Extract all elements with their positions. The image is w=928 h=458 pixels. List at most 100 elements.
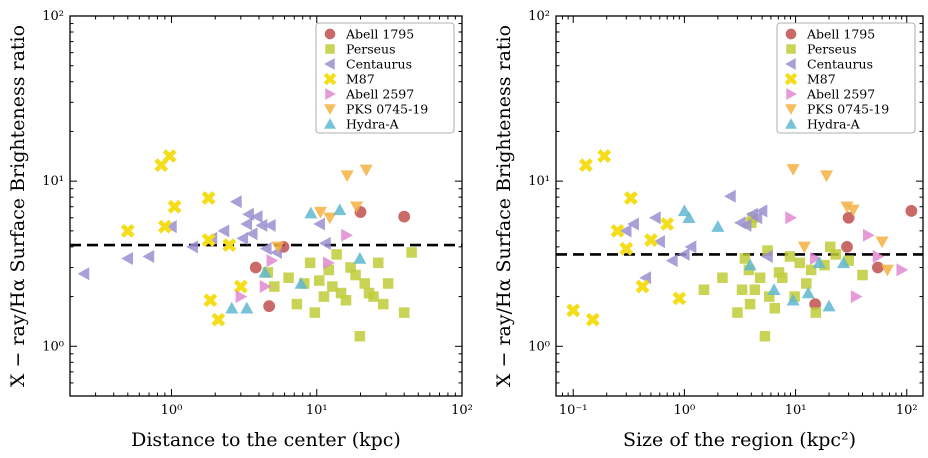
data-point <box>744 298 756 310</box>
data-point <box>578 158 593 173</box>
data-point <box>157 219 172 234</box>
data-point <box>677 247 690 261</box>
x-tick-label: 10¹ <box>785 403 807 418</box>
legend-label-centaurus: Centaurus <box>346 57 412 72</box>
legend-box <box>776 22 916 134</box>
data-point <box>319 236 331 250</box>
data-point <box>762 245 773 256</box>
data-point <box>610 223 625 238</box>
data-point <box>229 195 242 209</box>
y-tick-label: 10² <box>528 9 550 24</box>
data-point <box>750 211 763 225</box>
data-point <box>263 218 276 232</box>
data-point <box>639 271 652 285</box>
data-point <box>263 300 276 313</box>
legend-label-hydra-a: Hydra-A <box>346 117 400 132</box>
data-point <box>372 257 384 269</box>
legend-label-abell-1795: Abell 1795 <box>345 27 414 42</box>
plot-frame <box>555 15 924 397</box>
data-point <box>627 217 639 231</box>
data-point <box>777 272 788 284</box>
legend-label-hydra-a: Hydra-A <box>807 117 861 132</box>
data-point <box>201 191 216 205</box>
legend-marker-centaurus <box>324 58 335 70</box>
data-point <box>382 278 394 289</box>
data-point <box>801 278 812 289</box>
data-point <box>769 302 781 314</box>
data-point <box>749 284 761 296</box>
y-tick-label: 10¹ <box>528 174 550 189</box>
data-point <box>649 211 661 225</box>
data-point <box>824 241 836 253</box>
series-abell-2597 <box>785 211 909 304</box>
series-perseus <box>262 247 417 342</box>
data-point <box>259 242 272 256</box>
x-tick-label: 10⁰ <box>161 403 183 418</box>
data-point <box>830 249 842 260</box>
data-point <box>235 290 248 304</box>
data-point <box>672 291 687 306</box>
data-point <box>717 272 728 284</box>
series-centaurus <box>77 195 331 281</box>
legend-marker-m87 <box>784 72 798 86</box>
data-point <box>291 298 303 310</box>
data-point <box>764 291 775 302</box>
data-point <box>660 217 675 231</box>
data-point <box>406 247 417 258</box>
data-point <box>331 249 342 260</box>
series-abell-1795 <box>809 205 918 311</box>
data-point <box>250 210 263 224</box>
data-point <box>318 291 330 302</box>
data-point <box>905 205 918 217</box>
data-point <box>665 254 678 268</box>
data-point <box>739 253 751 264</box>
legend-marker-abell-2597 <box>325 88 336 100</box>
series-pks-0745-19 <box>271 164 373 254</box>
data-point <box>323 264 335 276</box>
data-point <box>862 228 875 242</box>
x-tick-label: 10¹ <box>306 403 328 418</box>
data-point <box>142 249 155 263</box>
data-point <box>635 279 650 294</box>
data-point <box>201 233 216 247</box>
x-tick-label: 10⁰ <box>674 403 696 418</box>
data-point <box>340 170 354 183</box>
data-point <box>761 249 773 263</box>
data-point <box>644 233 658 247</box>
data-point <box>271 241 285 254</box>
data-point <box>341 228 353 242</box>
data-point <box>619 224 632 238</box>
data-point <box>794 257 806 269</box>
data-point <box>77 267 90 281</box>
y-axis-label: X − ray/Hα Surface Brighteness ratio <box>7 25 29 387</box>
data-point <box>784 251 796 262</box>
data-point <box>732 307 743 318</box>
legend-label-perseus: Perseus <box>346 42 396 57</box>
data-point <box>677 204 691 217</box>
data-point <box>313 206 327 219</box>
series-centaurus <box>619 189 773 285</box>
data-point <box>186 240 198 254</box>
data-point <box>682 211 696 223</box>
data-point <box>755 204 768 218</box>
x-axis-label: Size of the region (kpc²) <box>623 429 856 451</box>
data-point <box>736 284 748 296</box>
data-point <box>167 199 182 214</box>
legend-marker-hydra-a <box>324 118 336 129</box>
data-points <box>77 149 417 342</box>
series-hydra-a <box>225 203 367 314</box>
data-point <box>269 281 280 292</box>
series-abell-2597 <box>235 228 353 304</box>
data-point <box>294 276 308 289</box>
data-point <box>359 164 373 177</box>
data-point <box>368 291 379 302</box>
data-point <box>896 263 909 277</box>
data-point <box>850 290 863 304</box>
data-point <box>754 272 766 284</box>
y-axis-label: X − ray/Hα Surface Brighteness ratio <box>493 25 515 387</box>
data-point <box>245 227 258 241</box>
y-tick-label: 10⁰ <box>528 339 550 354</box>
x-tick-label: 10⁻¹ <box>559 403 588 418</box>
